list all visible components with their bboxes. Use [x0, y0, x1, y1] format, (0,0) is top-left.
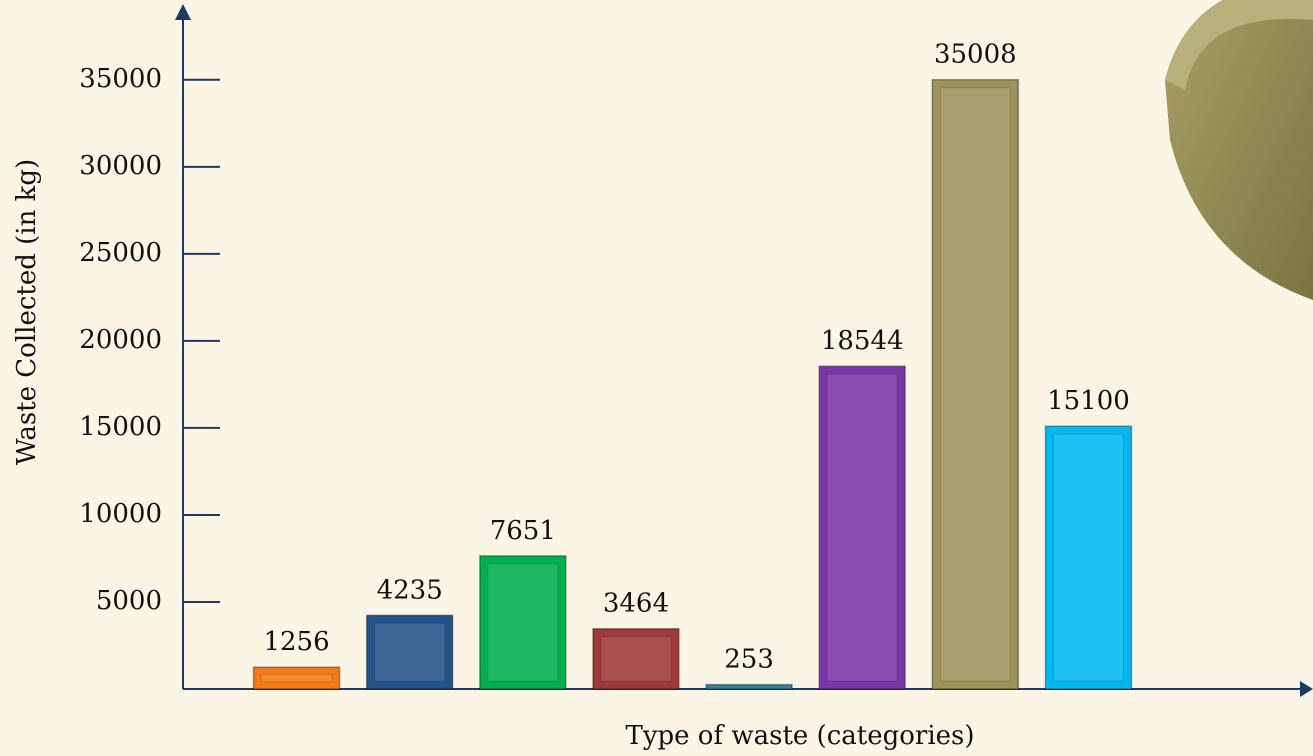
- y-tick-label: 35000: [79, 64, 162, 94]
- bar-bevel: [601, 637, 671, 681]
- bar-bevel: [827, 374, 897, 681]
- value-label: 4235: [377, 575, 443, 605]
- value-label: 1256: [263, 627, 329, 657]
- y-tick-label: 25000: [79, 238, 162, 268]
- value-label: 7651: [490, 516, 556, 546]
- y-tick-label: 5000: [96, 586, 162, 616]
- page: Type of waste (categories) Waste Collect…: [0, 0, 1313, 756]
- value-label: 18544: [821, 326, 904, 356]
- y-tick-label: 20000: [79, 325, 162, 355]
- value-label: 35008: [934, 40, 1017, 70]
- bar-bevel: [708, 686, 791, 687]
- y-tick-label: 15000: [79, 412, 162, 442]
- value-label: 3464: [603, 589, 669, 619]
- bar-bevel: [375, 623, 445, 681]
- bar-bevel: [488, 564, 558, 681]
- chart: Type of waste (categories) Waste Collect…: [0, 0, 1313, 756]
- bar-bevel: [261, 674, 332, 681]
- y-tick-label: 10000: [79, 499, 162, 529]
- y-tick-label: 30000: [79, 151, 162, 181]
- bar-bevel: [1053, 434, 1123, 681]
- bar-bevel: [940, 88, 1010, 681]
- y-axis-label: Waste Collected (in kg): [12, 159, 42, 465]
- value-label: 15100: [1047, 386, 1130, 416]
- x-axis-label: Type of waste (categories): [625, 721, 974, 751]
- value-label: 253: [724, 645, 774, 675]
